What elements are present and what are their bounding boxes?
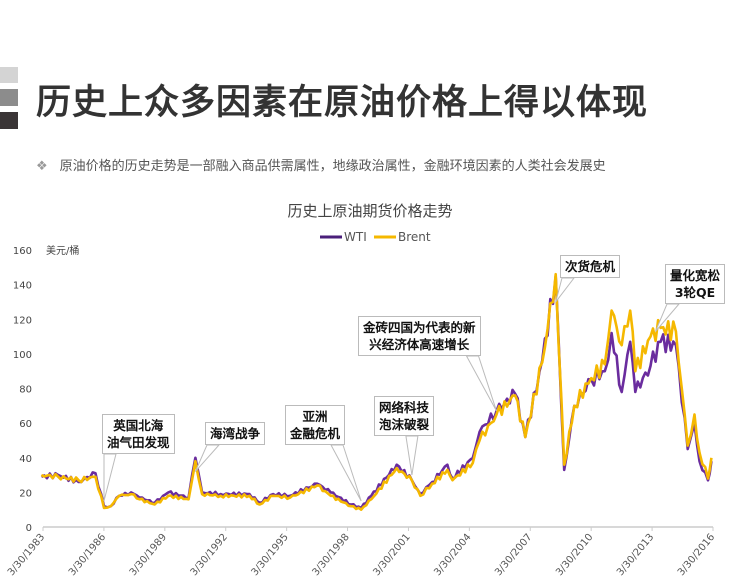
- annotation-box: 英国北海 油气田发现: [102, 414, 175, 454]
- x-tick-label: 3/30/2016: [676, 532, 717, 578]
- decor-bar-dark: [0, 112, 18, 129]
- x-tick-label: 3/30/1998: [310, 532, 351, 578]
- bullet-text: 原油价格的历史走势是一部融入商品供需属性，地缘政治属性，金融环境因素的人类社会发…: [59, 159, 606, 174]
- annotation-pointer: [330, 444, 362, 502]
- annotation-text: 英国北海: [113, 418, 164, 433]
- page-title: 历史上众多因素在原油价格上得以体现: [36, 83, 649, 123]
- annotation-text: 金融危机: [290, 426, 341, 441]
- legend: WTI Brent: [320, 230, 431, 244]
- x-tick-label: 3/30/1983: [6, 532, 47, 578]
- y-tick-label: 20: [19, 488, 32, 499]
- y-tick-label: 60: [19, 419, 32, 430]
- decor-bar-light: [0, 67, 18, 83]
- annotation-box: 海湾战争: [205, 422, 266, 445]
- annotation-text: 亚洲: [302, 409, 328, 424]
- legend-label-wti: WTI: [344, 230, 367, 244]
- y-tick-label: 120: [13, 315, 32, 326]
- annotation-box: 次货危机: [560, 255, 621, 278]
- annotation-pointer: [194, 444, 221, 472]
- y-axis-unit: 美元/桶: [46, 244, 79, 257]
- annotation-box: 网络科技 泡沫破裂: [374, 396, 435, 436]
- diamond-bullet-icon: ❖: [36, 159, 48, 174]
- y-tick-label: 140: [13, 281, 32, 292]
- annotation-text: 兴经济体高速增长: [369, 337, 470, 352]
- annotation-text: 量化宽松: [670, 268, 721, 283]
- x-tick-label: 3/30/1995: [250, 532, 291, 578]
- annotation-text: 泡沫破裂: [379, 417, 430, 432]
- annotation-pointer: [555, 277, 576, 303]
- y-tick-label: 100: [13, 350, 32, 361]
- x-tick-label: 3/30/1986: [67, 532, 108, 578]
- x-tick-label: 3/30/2013: [615, 532, 656, 578]
- annotation-pointer: [655, 303, 681, 332]
- annotation-text: 海湾战争: [210, 426, 261, 441]
- annotation-box: 金砖四国为代表的新 兴经济体高速增长: [358, 316, 481, 356]
- x-tick-label: 3/30/2001: [371, 532, 412, 578]
- annotation-box: 亚洲 金融危机: [285, 405, 346, 445]
- y-tick-label: 0: [26, 523, 32, 534]
- y-tick-label: 160: [13, 246, 32, 257]
- annotation-pointer: [405, 435, 419, 476]
- annotation-pointer: [465, 355, 497, 412]
- x-tick-label: 3/30/2004: [432, 532, 473, 578]
- annotation-text: 3轮QE: [674, 285, 716, 300]
- annotation-pointer: [103, 453, 117, 502]
- x-tick-label: 3/30/2010: [554, 532, 595, 578]
- x-tick-label: 3/30/2007: [493, 532, 534, 578]
- legend-label-brent: Brent: [398, 230, 431, 244]
- annotation-box: 量化宽松 3轮QE: [665, 264, 726, 304]
- x-tick-label: 3/30/1992: [189, 532, 230, 578]
- y-tick-label: 40: [19, 454, 32, 465]
- decor-bar-mid: [0, 89, 18, 106]
- bullet-point: ❖ 原油价格的历史走势是一部融入商品供需属性，地缘政治属性，金融环境因素的人类社会…: [36, 155, 606, 174]
- series-line-brent: [40, 272, 713, 512]
- annotation-text: 次货危机: [565, 259, 616, 274]
- y-tick-label: 80: [19, 385, 32, 396]
- x-tick-label: 3/30/1989: [128, 532, 169, 578]
- chart-title: 历史上原油期货价格走势: [287, 202, 452, 220]
- annotation-text: 油气田发现: [107, 435, 170, 450]
- annotation-text: 网络科技: [379, 400, 430, 415]
- annotation-text: 金砖四国为代表的新: [363, 320, 476, 335]
